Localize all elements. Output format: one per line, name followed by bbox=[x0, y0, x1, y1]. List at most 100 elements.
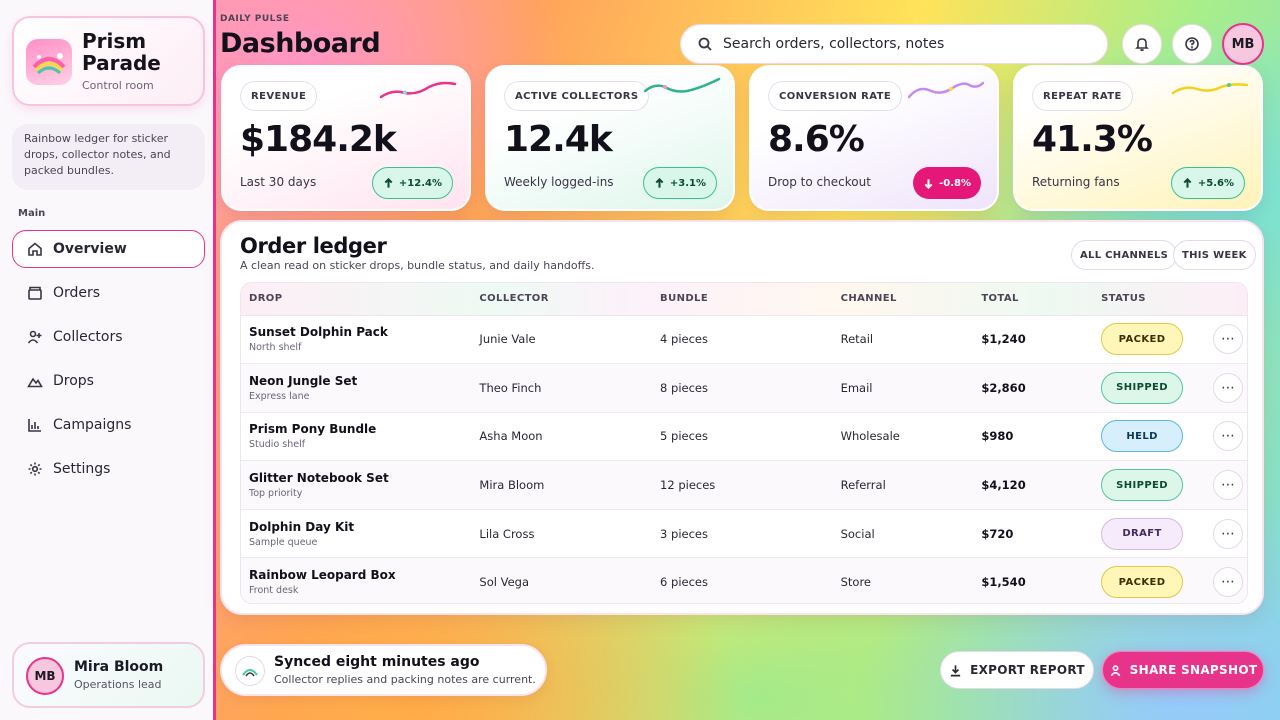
help-button[interactable] bbox=[1172, 24, 1212, 64]
brand-name: Prism Parade bbox=[82, 29, 161, 75]
more-options-button[interactable]: ⋯ bbox=[1212, 421, 1243, 452]
filter-this-week[interactable]: THIS WEEK bbox=[1173, 240, 1256, 270]
bundle-cell: 3 pieces bbox=[652, 509, 833, 559]
sidebar-item-label: Settings bbox=[53, 461, 111, 477]
export-report-button[interactable]: EXPORT REPORT bbox=[940, 651, 1094, 689]
table-row[interactable]: Sunset Dolphin Pack North shelf Junie Val… bbox=[241, 315, 1247, 365]
channel-cell: Wholesale bbox=[832, 412, 974, 462]
arrow-up-icon bbox=[1183, 177, 1192, 188]
more-options-button[interactable]: ⋯ bbox=[1212, 567, 1243, 598]
sidebar-item-drops[interactable]: Drops bbox=[12, 362, 205, 400]
kpi-value: 41.3% bbox=[1032, 119, 1153, 160]
sidebar-item-campaigns[interactable]: Campaigns bbox=[12, 406, 205, 444]
user-plus-icon bbox=[27, 330, 42, 344]
kpi-label: REPEAT RATE bbox=[1032, 81, 1133, 111]
arrow-down-icon bbox=[924, 178, 933, 189]
more-options-button[interactable]: ⋯ bbox=[1212, 470, 1243, 501]
search-input[interactable]: Search orders, collectors, notes bbox=[680, 24, 1108, 64]
total-cell: $1,540 bbox=[973, 557, 1094, 603]
kpi-card-repeat-rate[interactable]: REPEAT RATE 41.3% Returning fans +5.6% bbox=[1013, 65, 1263, 211]
channel-cell: Email bbox=[832, 363, 974, 413]
more-options-button[interactable]: ⋯ bbox=[1212, 372, 1243, 403]
kpi-card-conversion-rate[interactable]: CONVERSION RATE 8.6% Drop to checkout -0… bbox=[749, 65, 999, 211]
rainbow-sync-icon bbox=[235, 656, 265, 686]
kpi-note: Weekly logged-ins bbox=[504, 175, 614, 189]
sidebar: Prism Parade Control room Rainbow ledger… bbox=[0, 0, 216, 720]
notifications-button[interactable] bbox=[1122, 24, 1162, 64]
table-row[interactable]: Rainbow Leopard Box Front desk Sol Vega 6… bbox=[241, 557, 1247, 603]
sidebar-item-settings[interactable]: Settings bbox=[12, 450, 205, 488]
gear-icon bbox=[28, 462, 42, 476]
export-report-label: EXPORT REPORT bbox=[970, 663, 1085, 677]
sidebar-item-overview[interactable]: Overview bbox=[12, 230, 205, 268]
bundle-cell: 4 pieces bbox=[652, 315, 833, 365]
order-ledger-panel: Order ledger A clean read on sticker dro… bbox=[220, 220, 1264, 615]
column-header-drop[interactable]: DROP bbox=[241, 283, 472, 316]
header-avatar[interactable]: MB bbox=[1222, 23, 1264, 65]
collector-cell: Asha Moon bbox=[471, 412, 653, 462]
kpi-delta-value: +12.4% bbox=[398, 177, 442, 189]
arrow-up-icon bbox=[655, 177, 664, 188]
drop-name: Rainbow Leopard Box bbox=[249, 568, 396, 583]
ledger-subtitle: A clean read on sticker drops, bundle st… bbox=[240, 259, 595, 272]
bundle-cell: 5 pieces bbox=[652, 412, 833, 462]
status-badge: SHIPPED bbox=[1101, 371, 1184, 404]
box-icon bbox=[28, 286, 42, 300]
table-row[interactable]: Prism Pony Bundle Studio shelf Asha Moon … bbox=[241, 412, 1247, 462]
ledger-title: Order ledger bbox=[240, 234, 387, 258]
drop-note: Top priority bbox=[249, 488, 303, 500]
channel-cell: Social bbox=[832, 509, 974, 559]
user-profile-card[interactable]: MB Mira Bloom Operations lead bbox=[12, 642, 205, 708]
home-icon bbox=[28, 242, 42, 256]
kpi-card-revenue[interactable]: REVENUE $184.2k Last 30 days +12.4% bbox=[221, 65, 471, 211]
kpi-delta-badge: +12.4% bbox=[371, 167, 453, 199]
brand-card[interactable]: Prism Parade Control room bbox=[12, 16, 205, 106]
share-snapshot-button[interactable]: SHARE SNAPSHOT bbox=[1102, 651, 1264, 689]
page-title: Dashboard bbox=[220, 28, 381, 59]
drop-name: Glitter Notebook Set bbox=[249, 471, 389, 486]
sparkline-icon bbox=[907, 81, 985, 99]
total-cell: $2,860 bbox=[973, 363, 1094, 413]
sidebar-item-label: Collectors bbox=[53, 329, 123, 345]
sidebar-item-label: Drops bbox=[53, 373, 94, 389]
kpi-card-active-collectors[interactable]: ACTIVE COLLECTORS 12.4k Weekly logged-in… bbox=[485, 65, 735, 211]
kpi-label: CONVERSION RATE bbox=[768, 81, 903, 111]
column-header-collector[interactable]: COLLECTOR bbox=[471, 283, 653, 316]
kpi-delta-value: -0.8% bbox=[939, 177, 971, 189]
collector-cell: Sol Vega bbox=[471, 557, 653, 603]
column-header-total[interactable]: TOTAL bbox=[973, 283, 1094, 316]
drop-name: Neon Jungle Set bbox=[249, 373, 358, 388]
drop-note: North shelf bbox=[249, 342, 302, 354]
more-options-button[interactable]: ⋯ bbox=[1212, 324, 1243, 355]
kpi-label: REVENUE bbox=[240, 81, 318, 111]
sparkline-icon bbox=[379, 81, 457, 99]
channel-cell: Retail bbox=[832, 315, 974, 365]
filter-all-channels[interactable]: ALL CHANNELS bbox=[1071, 240, 1178, 270]
download-icon bbox=[950, 664, 961, 676]
kpi-value: 12.4k bbox=[504, 119, 613, 160]
help-circle-icon bbox=[1185, 37, 1199, 51]
table-row[interactable]: Glitter Notebook Set Top priority Mira Bl… bbox=[241, 460, 1247, 510]
bundle-cell: 12 pieces bbox=[652, 460, 833, 510]
channel-cell: Store bbox=[832, 557, 974, 603]
search-placeholder: Search orders, collectors, notes bbox=[723, 36, 945, 52]
sidebar-item-collectors[interactable]: Collectors bbox=[12, 318, 205, 356]
column-header-channel[interactable]: CHANNEL bbox=[832, 283, 974, 316]
drop-name: Prism Pony Bundle bbox=[249, 422, 377, 437]
orders-table: DROP COLLECTOR BUNDLE CHANNEL TOTAL STAT… bbox=[240, 282, 1248, 604]
sidebar-item-label: Campaigns bbox=[53, 417, 132, 433]
collector-cell: Junie Vale bbox=[471, 315, 653, 365]
total-cell: $4,120 bbox=[973, 460, 1094, 510]
drop-name: Sunset Dolphin Pack bbox=[249, 325, 388, 340]
sync-status-card: Synced eight minutes ago Collector repli… bbox=[220, 644, 547, 696]
sidebar-item-orders[interactable]: Orders bbox=[12, 274, 205, 312]
table-row[interactable]: Dolphin Day Kit Sample queue Lila Cross 3… bbox=[241, 509, 1247, 559]
drop-note: Express lane bbox=[249, 390, 310, 402]
drop-note: Sample queue bbox=[249, 536, 318, 548]
kpi-delta-badge: +3.1% bbox=[642, 167, 717, 199]
more-options-button[interactable]: ⋯ bbox=[1212, 518, 1243, 549]
status-badge: PACKED bbox=[1101, 323, 1184, 356]
column-header-bundle[interactable]: BUNDLE bbox=[652, 283, 833, 316]
table-row[interactable]: Neon Jungle Set Express lane Theo Finch 8… bbox=[241, 363, 1247, 413]
column-header-status[interactable]: STATUS bbox=[1093, 283, 1205, 316]
